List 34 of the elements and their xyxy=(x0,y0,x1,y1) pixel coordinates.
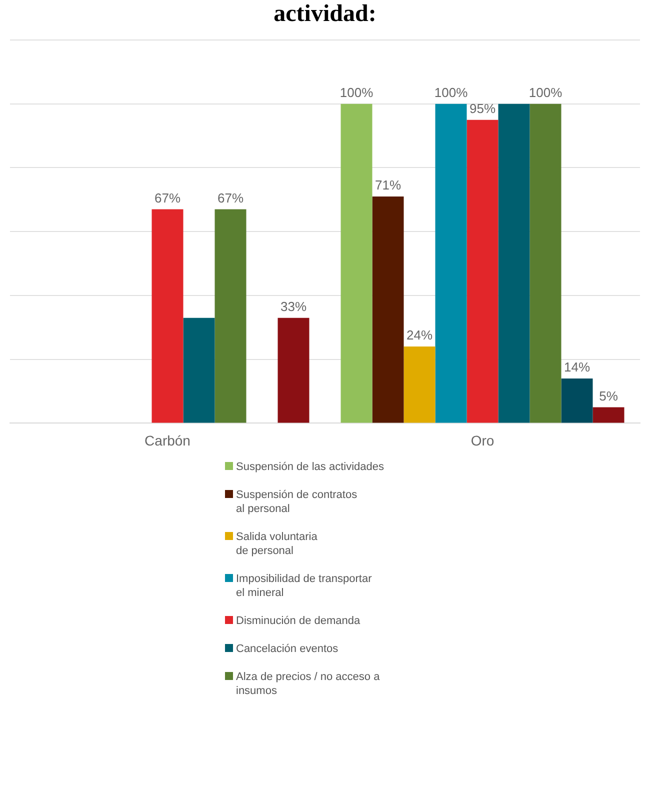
bar xyxy=(183,318,215,423)
legend-label: Suspensión de las actividades xyxy=(236,460,384,474)
data-label: 67% xyxy=(217,190,244,206)
bar xyxy=(498,104,530,423)
legend-label: Alza de precios / no acceso a insumos xyxy=(236,670,380,698)
legend-label: Suspensión de contratos al personal xyxy=(236,488,358,516)
bar xyxy=(340,104,372,423)
bar xyxy=(435,104,467,423)
data-label: 14% xyxy=(564,360,590,375)
chart-title: actividad: xyxy=(272,0,378,29)
data-label: 67% xyxy=(154,190,181,206)
bar xyxy=(561,378,593,423)
data-label: 100% xyxy=(434,84,468,100)
x-tick-label: Carbón xyxy=(144,432,190,448)
bar xyxy=(372,196,404,423)
data-label: 95% xyxy=(469,100,496,116)
bar xyxy=(214,209,246,423)
data-label: 5% xyxy=(599,388,618,404)
legend-label: Disminución de demanda xyxy=(236,614,360,628)
bar xyxy=(404,346,436,423)
bar xyxy=(278,318,310,423)
data-label: 71% xyxy=(374,178,402,193)
data-label: 24% xyxy=(406,328,433,343)
legend-label: Salida voluntaria de personal xyxy=(236,530,318,558)
legend-label: Imposibilidad de transportar el mineral xyxy=(236,572,372,600)
legend-label: Cancelación eventos xyxy=(236,642,338,656)
bar xyxy=(592,407,624,423)
data-label: 33% xyxy=(280,298,307,314)
x-tick-label: Oro xyxy=(470,432,494,448)
data-label: 100% xyxy=(528,84,563,100)
data-label: 100% xyxy=(340,84,374,100)
bar xyxy=(152,209,184,423)
bar xyxy=(530,104,562,423)
bar xyxy=(466,120,498,423)
